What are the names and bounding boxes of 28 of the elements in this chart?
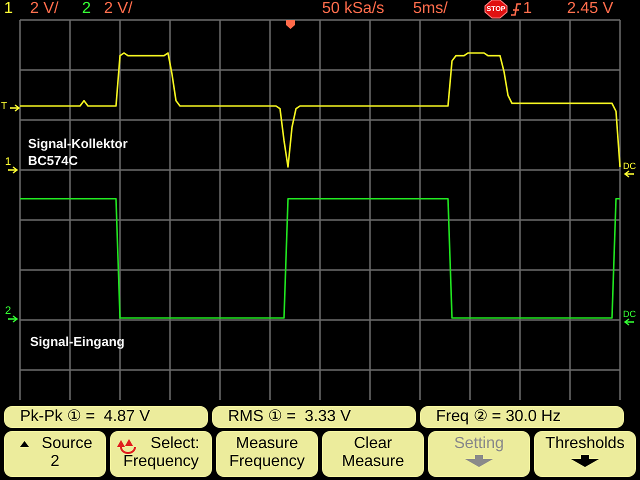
text: Pk-Pk ① = 4.87 V	[20, 408, 150, 426]
text: 1	[5, 156, 12, 169]
text: Clear	[352, 435, 394, 453]
text: RMS ① = 3.33 V	[228, 408, 351, 426]
text: Measure	[340, 453, 406, 471]
text: Thresholds	[544, 435, 626, 453]
text: Measure	[234, 435, 300, 453]
text: Setting	[453, 435, 505, 453]
text: 2 V/	[104, 0, 132, 18]
text: 1	[4, 0, 13, 18]
text: DC	[623, 309, 636, 320]
text: 2	[50, 453, 60, 471]
text: 1	[523, 0, 532, 18]
text: 50 kSa/s	[322, 0, 384, 18]
text: DC	[623, 161, 636, 172]
text: 2	[82, 0, 91, 18]
text: 2.45 V	[567, 0, 614, 18]
text: T	[1, 101, 8, 113]
text: 5ms/	[413, 0, 448, 18]
text: Freq ② = 30.0 Hz	[436, 408, 561, 426]
text: Signal-Kollektor BC574C	[28, 135, 129, 169]
text: Source	[40, 435, 94, 453]
series-label: Signal-Eingang	[30, 333, 126, 350]
text: 2 V/	[30, 0, 58, 18]
text: Frequency	[228, 453, 306, 471]
text: Frequency	[122, 453, 200, 471]
text: Select:	[150, 435, 200, 453]
text: 2	[5, 305, 12, 318]
